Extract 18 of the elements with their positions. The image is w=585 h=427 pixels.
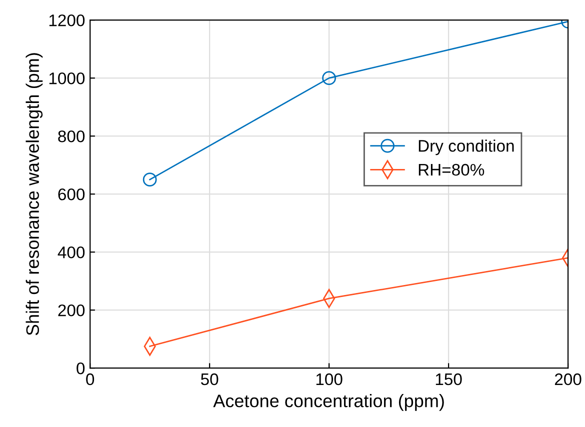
y-tick-label: 0 xyxy=(76,362,85,374)
y-tick-label: 800 xyxy=(58,130,85,142)
y-axis-title: Shift of resonance wavelength (pm) xyxy=(26,53,43,336)
y-tick-label: 1200 xyxy=(49,14,85,26)
x-tick-label: 0 xyxy=(86,373,94,386)
y-tick-label: 1000 xyxy=(49,72,85,84)
y-tick-label: 400 xyxy=(58,246,85,258)
x-tick-label: 100 xyxy=(316,373,342,386)
x-tick-label: 150 xyxy=(436,373,462,386)
legend-label: RH=80% xyxy=(418,164,484,176)
y-tick-label: 200 xyxy=(58,304,85,316)
point xyxy=(322,71,336,86)
legend-label: Dry condition xyxy=(418,140,514,156)
y-tick-label: 600 xyxy=(58,188,85,200)
x-tick-label: 200 xyxy=(554,373,582,386)
point xyxy=(142,172,157,187)
x-tick-label: 50 xyxy=(200,373,218,386)
x-axis-title: Acetone concentration (ppm) xyxy=(213,394,444,411)
